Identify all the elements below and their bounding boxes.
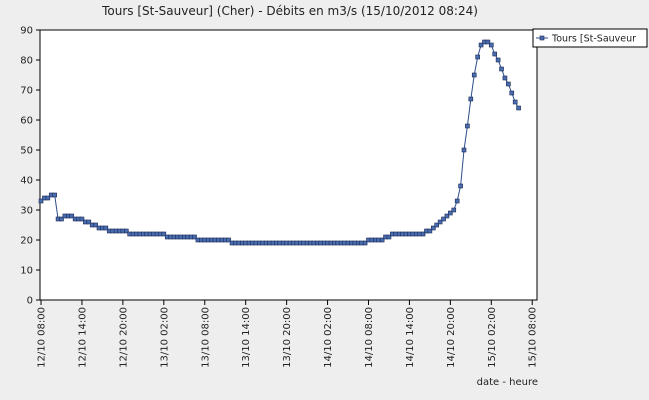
point-marker bbox=[427, 228, 433, 234]
point-marker bbox=[124, 228, 129, 234]
point-marker bbox=[495, 57, 501, 63]
point-marker bbox=[431, 225, 436, 231]
point-marker bbox=[448, 210, 453, 216]
x-tick-label: 15/10 02:00 bbox=[487, 307, 498, 368]
x-tick-label: 14/10 08:00 bbox=[364, 307, 375, 368]
point-marker bbox=[86, 219, 92, 225]
point-marker bbox=[475, 54, 480, 60]
legend-label: Tours [St-Sauveur bbox=[551, 34, 636, 45]
y-tick-label: 20 bbox=[20, 236, 33, 247]
x-tick-label: 12/10 14:00 bbox=[77, 307, 88, 368]
point-marker bbox=[161, 231, 167, 237]
point-marker bbox=[444, 213, 450, 219]
point-marker bbox=[59, 216, 64, 222]
x-axis-label: date - heure bbox=[477, 377, 538, 388]
point-marker bbox=[434, 222, 440, 228]
x-tick-label: 15/10 08:00 bbox=[528, 307, 539, 368]
point-marker bbox=[458, 183, 463, 189]
point-marker bbox=[485, 39, 491, 45]
point-marker bbox=[52, 192, 57, 198]
x-tick-label: 14/10 14:00 bbox=[405, 307, 416, 368]
point-marker bbox=[492, 51, 498, 57]
point-marker bbox=[454, 198, 460, 204]
point-marker bbox=[499, 66, 504, 72]
point-marker bbox=[45, 195, 51, 201]
x-tick-label: 14/10 20:00 bbox=[446, 307, 457, 368]
point-marker bbox=[461, 147, 467, 153]
point-marker bbox=[471, 72, 477, 78]
point-marker bbox=[379, 237, 385, 243]
point-marker bbox=[69, 213, 75, 219]
point-marker bbox=[441, 216, 446, 222]
point-marker bbox=[488, 42, 494, 48]
point-marker bbox=[451, 207, 457, 213]
chart-title: Tours [St-Sauveur] (Cher) - Débits en m3… bbox=[101, 4, 478, 18]
y-tick-label: 50 bbox=[20, 146, 33, 157]
x-tick-label: 13/10 20:00 bbox=[282, 307, 293, 368]
point-marker bbox=[506, 81, 511, 87]
y-tick-label: 10 bbox=[20, 266, 33, 277]
point-marker bbox=[420, 231, 426, 237]
point-marker bbox=[512, 99, 518, 105]
y-tick-label: 60 bbox=[20, 116, 33, 127]
point-marker bbox=[226, 237, 231, 243]
point-marker bbox=[465, 123, 470, 129]
point-marker bbox=[93, 222, 98, 228]
legend-box bbox=[532, 28, 648, 48]
plot-area bbox=[39, 29, 538, 301]
point-marker bbox=[437, 219, 443, 225]
y-tick-label: 0 bbox=[27, 296, 33, 307]
y-tick-label: 80 bbox=[20, 56, 33, 67]
point-marker bbox=[478, 42, 484, 48]
point-marker bbox=[502, 75, 508, 81]
x-tick-label: 13/10 14:00 bbox=[241, 307, 252, 368]
x-tick-label: 13/10 08:00 bbox=[200, 307, 211, 368]
x-tick-label: 13/10 02:00 bbox=[159, 307, 170, 368]
y-tick-label: 70 bbox=[20, 86, 33, 97]
point-marker bbox=[79, 216, 85, 222]
point-marker bbox=[509, 90, 515, 96]
point-marker bbox=[516, 105, 521, 111]
y-tick-label: 90 bbox=[20, 26, 33, 37]
y-tick-label: 40 bbox=[20, 176, 33, 187]
point-marker bbox=[192, 234, 197, 240]
point-marker bbox=[386, 234, 392, 240]
point-marker bbox=[362, 240, 368, 246]
point-marker bbox=[103, 225, 109, 231]
x-tick-label: 12/10 20:00 bbox=[118, 307, 129, 368]
point-marker bbox=[468, 96, 474, 102]
y-tick-label: 30 bbox=[20, 206, 33, 217]
x-tick-label: 12/10 08:00 bbox=[37, 307, 48, 368]
point-marker bbox=[38, 198, 44, 204]
legend-marker bbox=[539, 35, 545, 41]
x-tick-label: 14/10 02:00 bbox=[323, 307, 334, 368]
